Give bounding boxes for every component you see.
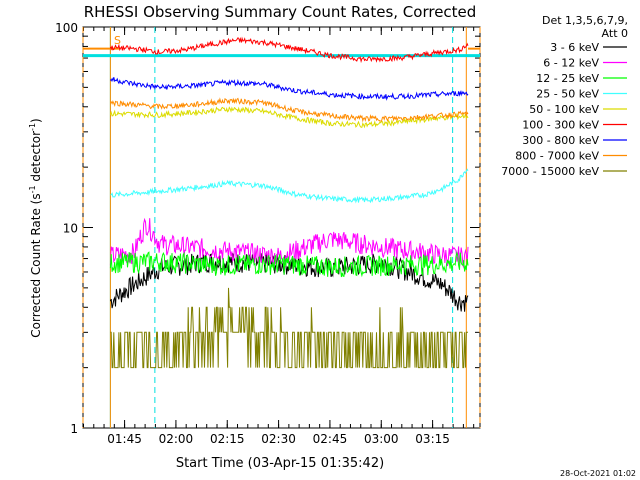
y-axis-label: Corrected Count Rate (s-1 detector-1) xyxy=(28,118,43,337)
y-tick-label: 100 xyxy=(55,21,78,35)
x-tick-label: 01:45 xyxy=(107,432,142,446)
series-line xyxy=(109,217,469,269)
footer-date: 28-Oct-2021 01:02 xyxy=(560,469,636,478)
y-axis-label-mid: detector xyxy=(29,131,43,186)
saa-marker-label: S xyxy=(114,34,121,47)
legend-label: 7000 - 15000 keV xyxy=(501,165,599,178)
legend-label: 3 - 6 keV xyxy=(550,41,599,54)
x-tick-label: 02:30 xyxy=(261,432,296,446)
series-line xyxy=(110,97,469,123)
series-line xyxy=(110,287,468,369)
x-tick-label: 03:00 xyxy=(364,432,399,446)
axis-ticks: 1 10 100 01:45 02:00 02:15 02:30 02:45 03:00 03:1… xyxy=(55,21,480,446)
legend-label: 300 - 800 keV xyxy=(522,134,599,147)
y-tick-label: 10 xyxy=(63,222,78,236)
series-line xyxy=(110,168,469,204)
y-tick-label: 1 xyxy=(70,422,78,436)
legend-label: 25 - 50 keV xyxy=(536,88,599,101)
y-axis-label-end: ) xyxy=(29,118,43,123)
legend-label: 50 - 100 keV xyxy=(529,103,599,116)
series-line xyxy=(109,106,469,129)
legend-header-line2: Att 0 xyxy=(602,27,628,40)
legend-header-line1: Det 1,3,5,6,7,9, xyxy=(542,14,628,27)
legend-label: 6 - 12 keV xyxy=(543,57,599,70)
x-tick-label: 02:00 xyxy=(159,432,194,446)
y-axis-label-sup2: -1 xyxy=(28,123,37,131)
event-markers xyxy=(82,27,481,428)
series-line xyxy=(109,250,469,278)
series-lines xyxy=(109,36,469,369)
x-tick-label: 03:15 xyxy=(415,432,450,446)
x-axis-label: Start Time (03-Apr-15 01:35:42) xyxy=(176,456,384,471)
x-tick-label: 02:15 xyxy=(210,432,245,446)
y-axis-label-sup1: -1 xyxy=(28,185,37,193)
legend-label: 800 - 7000 keV xyxy=(515,150,599,163)
legend-label: 12 - 25 keV xyxy=(536,72,599,85)
x-tick-label: 02:45 xyxy=(313,432,348,446)
chart-title: RHESSI Observing Summary Count Rates, Co… xyxy=(84,3,477,21)
series-line xyxy=(109,36,469,64)
series-line xyxy=(109,77,469,101)
y-axis-label-main: Corrected Count Rate (s xyxy=(29,193,43,337)
legend: 3 - 6 keV 6 - 12 keV 12 - 25 keV 25 - 50 ke… xyxy=(501,41,627,178)
legend-label: 100 - 300 keV xyxy=(522,119,599,132)
